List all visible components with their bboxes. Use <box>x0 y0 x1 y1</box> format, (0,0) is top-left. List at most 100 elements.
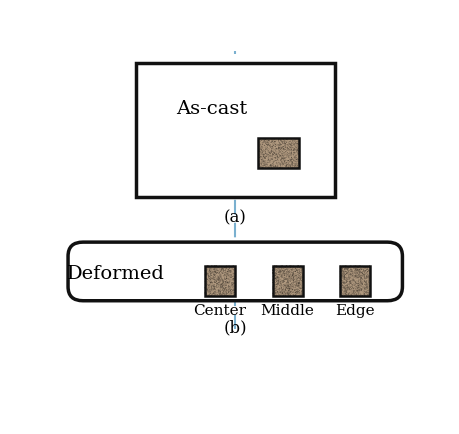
Point <box>362 284 369 291</box>
Point <box>292 289 299 296</box>
Point <box>342 277 350 284</box>
Point <box>279 145 286 151</box>
Point <box>271 150 278 157</box>
Point <box>362 265 369 272</box>
Point <box>281 141 289 148</box>
Point <box>280 284 287 291</box>
Point <box>354 263 362 270</box>
Point <box>213 266 220 273</box>
Point <box>220 287 227 294</box>
Point <box>348 268 356 275</box>
Point <box>344 283 351 289</box>
Point <box>339 265 347 272</box>
Point <box>294 277 302 284</box>
Point <box>269 144 276 151</box>
Point <box>294 288 302 295</box>
Point <box>215 287 222 294</box>
Point <box>270 143 277 150</box>
Point <box>276 267 284 274</box>
Point <box>265 151 272 158</box>
Point <box>359 293 367 300</box>
Point <box>288 267 295 274</box>
Point <box>283 266 290 273</box>
Point <box>279 293 286 299</box>
Point <box>255 149 262 156</box>
Point <box>358 266 365 273</box>
Point <box>295 154 302 161</box>
Point <box>266 151 274 158</box>
Point <box>230 270 237 277</box>
Point <box>271 164 279 171</box>
Point <box>298 286 305 293</box>
Point <box>219 279 227 286</box>
Point <box>210 273 217 280</box>
Point <box>261 150 268 157</box>
Point <box>357 285 364 292</box>
Point <box>346 280 353 287</box>
Point <box>295 164 302 171</box>
Point <box>290 141 297 148</box>
Point <box>283 283 290 290</box>
Point <box>273 270 280 276</box>
Point <box>274 281 282 288</box>
Point <box>281 278 288 285</box>
Point <box>340 280 347 287</box>
Point <box>354 278 362 285</box>
Point <box>360 291 367 298</box>
Point <box>360 292 368 299</box>
Point <box>354 280 361 287</box>
Point <box>350 279 358 286</box>
Point <box>296 291 303 298</box>
Point <box>365 278 372 285</box>
Point <box>353 268 360 275</box>
Point <box>347 287 354 294</box>
Point <box>278 263 285 270</box>
Point <box>282 289 290 296</box>
Point <box>297 276 305 283</box>
Point <box>213 263 220 270</box>
Point <box>345 275 352 282</box>
Point <box>224 279 231 286</box>
Point <box>295 283 302 289</box>
Point <box>260 155 267 162</box>
Point <box>295 273 302 279</box>
Point <box>264 138 272 145</box>
Point <box>342 291 349 298</box>
Point <box>292 152 300 159</box>
Point <box>230 289 238 296</box>
Point <box>346 290 353 297</box>
Point <box>220 272 228 279</box>
Point <box>280 161 287 168</box>
Point <box>218 270 225 277</box>
Point <box>355 289 362 296</box>
Point <box>285 164 292 171</box>
Point <box>228 289 235 296</box>
Point <box>281 138 288 145</box>
Point <box>221 276 228 283</box>
Point <box>283 137 291 144</box>
Point <box>280 281 287 288</box>
Point <box>297 270 304 276</box>
Point <box>289 165 296 172</box>
Point <box>208 266 216 273</box>
Point <box>282 149 290 156</box>
Point <box>282 265 289 272</box>
Point <box>295 280 302 287</box>
Point <box>212 266 219 273</box>
Point <box>347 276 354 283</box>
Point <box>291 141 298 148</box>
Point <box>212 263 219 270</box>
Point <box>292 267 299 274</box>
Point <box>217 288 224 295</box>
Point <box>288 263 296 270</box>
Point <box>355 268 362 275</box>
Point <box>342 274 350 281</box>
Point <box>271 163 278 170</box>
Point <box>276 277 284 284</box>
Point <box>285 289 293 296</box>
Point <box>278 138 285 145</box>
Point <box>339 266 347 273</box>
Point <box>293 140 301 147</box>
Point <box>282 138 289 145</box>
Point <box>212 286 219 293</box>
